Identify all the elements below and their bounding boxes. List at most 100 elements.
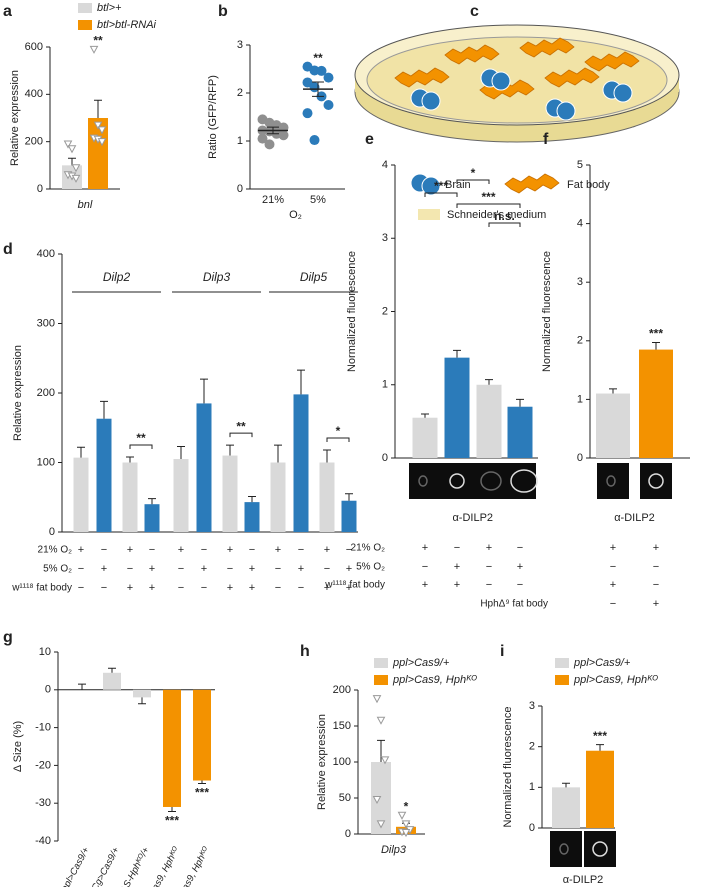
error-bar [516,398,524,407]
condition-mark: + [517,561,523,573]
panel-letter: i [500,643,504,660]
data-point [97,126,107,135]
micrograph-signal [449,473,465,489]
y-tick-label: 0 [577,452,583,464]
panel-letter: e [365,131,374,148]
y-tick-label: 100 [333,756,351,768]
data-point [323,72,334,83]
y-tick-label: 100 [37,456,55,468]
data-point [401,829,411,838]
condition-mark: − [101,544,107,556]
significance: *** [593,729,607,743]
significance: *** [165,814,179,828]
condition-mark: − [422,561,428,573]
bar [507,406,533,458]
panel-letter: b [218,3,228,20]
x-tick-label: Dilp3 [381,844,407,856]
data-point [401,820,411,829]
condition-mark: − [486,579,492,591]
panel-letter: a [3,3,12,20]
error-bar [108,667,116,673]
bar [319,462,335,532]
y-tick-label: 5 [577,159,583,171]
data-point [397,811,407,820]
condition-mark: − [486,561,492,573]
y-tick-label: 10 [39,646,51,658]
data-point [63,140,73,149]
error-bar [421,413,429,418]
bar [293,394,309,532]
condition-label: 21% O₂ [351,543,386,554]
condition-mark: + [610,579,616,591]
significance: *** [195,786,209,800]
y-axis-label: Relative expression [12,345,24,441]
legend-swatch [555,658,569,668]
error-bar [177,446,185,460]
micrograph-signal [606,475,616,487]
condition-mark: + [422,542,428,554]
condition-mark: + [486,542,492,554]
error-bar [323,449,331,463]
condition-label: w¹¹¹⁸ fat body [324,580,385,591]
bracket [456,179,490,184]
y-tick-label: 200 [333,684,351,696]
y-tick-label: 2 [237,87,243,99]
panel-letter: g [3,629,13,646]
condition-mark: − [178,563,184,575]
x-tick-label: 5% [310,194,326,206]
condition-mark: + [201,563,207,575]
data-point [71,164,81,173]
y-tick-label: -30 [35,797,51,809]
data-point [376,820,386,829]
error-bar [453,349,461,358]
y-tick-label: 600 [25,41,43,53]
legend-label: ppl>Cas9, Hphᴷᴼ [392,674,477,686]
y-axis-label: Normalized fluorescence [346,251,358,372]
condition-mark: − [454,542,460,554]
condition-mark: + [653,542,659,554]
condition-mark: + [454,561,460,573]
bar [444,357,470,458]
y-tick-label: 3 [237,39,243,51]
significance: *** [481,190,495,204]
condition-mark: − [653,579,659,591]
condition-mark: − [298,582,304,594]
y-tick-label: 2 [577,335,583,347]
bar [163,689,181,807]
image-label: α-DILP2 [452,512,493,524]
x-tick-label: Cg>Cas9/+ [90,845,122,887]
y-tick-label: 150 [333,720,351,732]
micrograph [640,463,672,499]
micrograph-signal [559,843,569,855]
error-bar [297,369,305,395]
y-tick-label: 3 [577,276,583,288]
micrograph [504,463,536,499]
error-bar [94,99,102,118]
bracket [424,192,458,197]
y-tick-label: 200 [25,136,43,148]
error-bar [345,493,353,501]
condition-mark: − [201,582,207,594]
y-tick-label: 0 [237,183,243,195]
bar [552,787,580,828]
error-bar [78,683,86,690]
y-tick-label: 0 [49,526,55,538]
bracket [488,222,521,227]
data-point [323,100,334,110]
condition-mark: + [127,544,133,556]
panel-letter: d [3,241,13,258]
micrograph-signal [592,841,608,857]
error-bar [138,697,146,705]
significance: *** [649,327,663,341]
condition-label: 21% O₂ [38,545,73,556]
y-tick-label: 300 [37,317,55,329]
legend-label: Fat body [567,179,610,191]
y-tick-label: -10 [35,722,51,734]
bracket [129,444,153,449]
data-point [372,795,382,804]
y-tick-label: 1 [382,379,388,391]
legend-label: btl>+ [97,2,122,14]
micrograph [473,463,505,499]
y-tick-label: 0 [37,183,43,195]
y-axis-label: Normalized fluorescence [541,251,553,372]
